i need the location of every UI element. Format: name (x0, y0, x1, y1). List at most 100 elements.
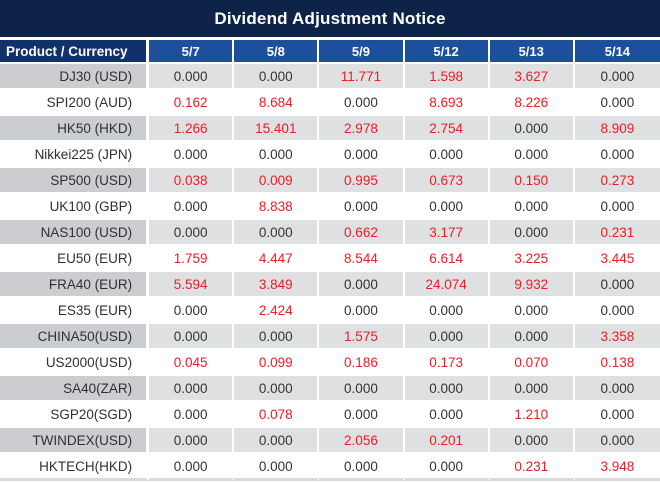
value-cell: 2.978 (319, 116, 405, 142)
value-cell: 3.358 (574, 324, 660, 350)
value-cell: 0.000 (234, 220, 320, 246)
product-cell: SA40(ZAR) (0, 376, 150, 402)
value-cell: 3.225 (489, 246, 575, 272)
value-cell: 0.000 (149, 428, 235, 454)
value-cell: 0.045 (149, 350, 235, 376)
value-cell: 8.693 (404, 90, 490, 116)
date-column-header: 5/12 (404, 40, 490, 64)
table-row: ES35 (EUR) 0.000 2.424 0.000 0.000 0.000 0.000 (0, 298, 660, 324)
value-cell: 0.000 (404, 454, 490, 481)
table-row: EU50 (EUR) 1.759 4.447 8.544 6.614 3.225 3.445 (0, 246, 660, 272)
value-cell: 0.000 (319, 298, 405, 324)
value-cell: 8.684 (234, 90, 320, 116)
value-cell: 0.662 (319, 220, 405, 246)
value-cell: 0.000 (489, 142, 575, 168)
value-cell: 2.056 (319, 428, 405, 454)
value-cell: 0.150 (489, 168, 575, 194)
value-cell: 1.759 (149, 246, 235, 272)
table-row: SA40(ZAR) 0.000 0.000 0.000 0.000 0.000 0.000 (0, 376, 660, 402)
value-cell: 0.000 (319, 142, 405, 168)
value-cell: 0.000 (489, 428, 575, 454)
value-cell: 0.000 (149, 194, 235, 220)
value-cell: 0.201 (404, 428, 490, 454)
product-cell: ES35 (EUR) (0, 298, 150, 324)
value-cell: 0.000 (574, 428, 660, 454)
value-cell: 0.000 (149, 402, 235, 428)
value-cell: 0.000 (319, 90, 405, 116)
value-cell: 0.231 (574, 220, 660, 246)
product-cell: FRA40 (EUR) (0, 272, 150, 298)
value-cell: 0.000 (234, 324, 320, 350)
value-cell: 0.000 (404, 402, 490, 428)
value-cell: 0.000 (404, 376, 490, 402)
table-row: NAS100 (USD) 0.000 0.000 0.662 3.177 0.000 0.2… (0, 220, 660, 246)
value-cell: 5.594 (149, 272, 235, 298)
value-cell: 0.000 (574, 194, 660, 220)
dividend-table: Product / Currency 5/7 5/8 5/9 5/12 5/13 5/14… (0, 40, 660, 481)
value-cell: 4.447 (234, 246, 320, 272)
value-cell: 0.000 (149, 298, 235, 324)
value-cell: 0.000 (234, 376, 320, 402)
value-cell: 0.000 (149, 64, 235, 90)
date-column-header: 5/7 (149, 40, 235, 64)
table-body: DJ30 (USD) 0.000 0.000 11.771 1.598 3.627 0.00… (0, 64, 660, 481)
value-cell: 11.771 (319, 64, 405, 90)
date-column-header: 5/13 (489, 40, 575, 64)
value-cell: 8.544 (319, 246, 405, 272)
product-cell: HKTECH(HKD) (0, 454, 150, 481)
value-cell: 0.273 (574, 168, 660, 194)
value-cell: 0.000 (149, 376, 235, 402)
value-cell: 0.000 (149, 454, 235, 481)
table-row: CHINA50(USD) 0.000 0.000 1.575 0.000 0.000 3.3… (0, 324, 660, 350)
page-title: Dividend Adjustment Notice (214, 8, 446, 28)
date-column-header: 5/9 (319, 40, 405, 64)
product-cell: CHINA50(USD) (0, 324, 150, 350)
value-cell: 0.000 (489, 324, 575, 350)
value-cell: 1.598 (404, 64, 490, 90)
value-cell: 0.000 (574, 376, 660, 402)
value-cell: 0.186 (319, 350, 405, 376)
value-cell: 0.038 (149, 168, 235, 194)
value-cell: 2.424 (234, 298, 320, 324)
value-cell: 0.673 (404, 168, 490, 194)
table-row: Nikkei225 (JPN) 0.000 0.000 0.000 0.000 0.000… (0, 142, 660, 168)
product-cell: US2000(USD) (0, 350, 150, 376)
table-row: SPI200 (AUD) 0.162 8.684 0.000 8.693 8.226 0.0… (0, 90, 660, 116)
product-cell: SGP20(SGD) (0, 402, 150, 428)
value-cell: 0.000 (404, 142, 490, 168)
value-cell: 0.000 (489, 298, 575, 324)
value-cell: 0.000 (234, 142, 320, 168)
table-row: US2000(USD) 0.045 0.099 0.186 0.173 0.070 0.13… (0, 350, 660, 376)
value-cell: 3.177 (404, 220, 490, 246)
value-cell: 0.000 (574, 142, 660, 168)
value-cell: 0.231 (489, 454, 575, 481)
value-cell: 0.000 (149, 142, 235, 168)
value-cell: 0.995 (319, 168, 405, 194)
product-currency-column-header: Product / Currency (0, 40, 150, 64)
product-cell: SPI200 (AUD) (0, 90, 150, 116)
value-cell: 3.849 (234, 272, 320, 298)
value-cell: 0.000 (319, 194, 405, 220)
value-cell: 8.909 (574, 116, 660, 142)
value-cell: 0.000 (574, 298, 660, 324)
value-cell: 2.754 (404, 116, 490, 142)
value-cell: 0.000 (234, 454, 320, 481)
value-cell: 3.445 (574, 246, 660, 272)
value-cell: 0.173 (404, 350, 490, 376)
title-bar: Dividend Adjustment Notice (0, 0, 660, 40)
value-cell: 0.000 (234, 64, 320, 90)
value-cell: 0.078 (234, 402, 320, 428)
value-cell: 0.162 (149, 90, 235, 116)
table-row: DJ30 (USD) 0.000 0.000 11.771 1.598 3.627 0.00… (0, 64, 660, 90)
value-cell: 0.000 (574, 90, 660, 116)
value-cell: 0.000 (319, 402, 405, 428)
value-cell: 0.000 (149, 220, 235, 246)
value-cell: 1.575 (319, 324, 405, 350)
value-cell: 0.000 (404, 324, 490, 350)
product-cell: Nikkei225 (JPN) (0, 142, 150, 168)
value-cell: 0.000 (574, 64, 660, 90)
date-column-header: 5/14 (574, 40, 660, 64)
value-cell: 0.000 (489, 194, 575, 220)
value-cell: 24.074 (404, 272, 490, 298)
